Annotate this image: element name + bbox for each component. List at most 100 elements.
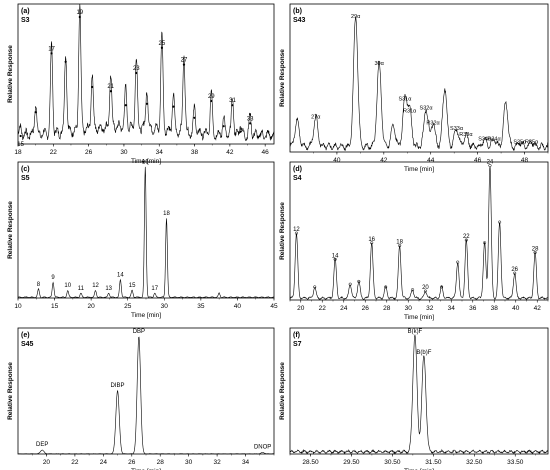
- peak-marker: [210, 99, 213, 103]
- panel-label: (d): [293, 166, 302, 173]
- peak-label: 27: [181, 58, 188, 64]
- peak-label: 33: [247, 116, 254, 122]
- x-tick-label: 20: [43, 459, 51, 466]
- peak-marker: [348, 282, 352, 286]
- peak-label: 29: [208, 94, 215, 100]
- peak-label: S32α: [420, 106, 434, 112]
- peak-label: B(b)F: [416, 350, 431, 356]
- peak-marker: [135, 71, 138, 75]
- y-axis-label: Relative Response: [279, 49, 286, 107]
- x-axis-label: Time [min]: [131, 158, 161, 165]
- peak-label: DNOP: [254, 445, 271, 451]
- peak-label: 14: [117, 272, 124, 278]
- x-tick-label: 33.50: [507, 459, 524, 466]
- peak-label: 28: [532, 246, 539, 252]
- x-axis-label: Time [min]: [404, 468, 434, 470]
- peak-label: 10: [64, 283, 71, 289]
- peak-label: 9: [51, 275, 55, 281]
- x-tick-label: 48: [521, 157, 529, 164]
- x-tick-label: 29.50: [343, 459, 360, 466]
- x-tick-label: 28: [383, 305, 391, 312]
- y-axis-label: Relative Response: [7, 45, 14, 103]
- peak-label: 8: [37, 282, 41, 288]
- peak-label: 12: [92, 283, 99, 289]
- x-tick-label: 32: [213, 459, 221, 466]
- plot-frame: [17, 3, 275, 145]
- x-tick-label: 22: [71, 459, 79, 466]
- y-axis-label: Relative Response: [279, 202, 286, 260]
- x-tick-label: 20: [88, 303, 96, 310]
- x-tick-label: 40: [234, 303, 242, 310]
- x-tick-label: 46: [262, 149, 270, 156]
- peak-label: S34α: [478, 137, 492, 143]
- x-tick-label: 30.50: [384, 459, 401, 466]
- panel-label: (c): [21, 166, 30, 173]
- peak-label: 26: [511, 267, 518, 273]
- peak-label: S31α: [398, 97, 412, 103]
- y-axis-label: Relative Response: [7, 201, 14, 259]
- x-tick-label: 30: [185, 459, 193, 466]
- peak-marker: [109, 90, 112, 93]
- plot-frame: [289, 327, 549, 455]
- peak-marker: [423, 289, 428, 293]
- x-tick-label: 45: [270, 303, 278, 310]
- peak-marker: [78, 15, 81, 19]
- peak-marker: [160, 46, 163, 49]
- peak-label: S35α: [513, 140, 527, 146]
- sample-label: S5: [21, 175, 30, 182]
- x-tick-label: 38: [191, 149, 199, 156]
- peak-marker: [182, 63, 186, 66]
- peak-label: 25: [159, 41, 166, 47]
- x-tick-label: 35: [197, 303, 205, 310]
- peak-marker: [34, 111, 37, 114]
- peak-label: 20: [422, 285, 429, 291]
- peak-marker: [440, 285, 444, 289]
- y-axis-label: Relative Response: [7, 362, 14, 420]
- chart-panel-c: 8 9 10 11 12 13 14 15 16 17 18 10 15 20 25 30 35 40 45 Time…: [7, 159, 278, 319]
- x-tick-label: 26: [362, 305, 370, 312]
- sample-label: S3: [21, 17, 30, 24]
- x-axis-label: Time [min]: [404, 314, 434, 321]
- peak-marker: [172, 105, 175, 108]
- peak-label: 16: [368, 237, 375, 243]
- sample-label: S4: [293, 175, 302, 182]
- x-tick-label: 30: [405, 305, 413, 312]
- x-tick-label: 24: [100, 459, 108, 466]
- peak-marker: [249, 122, 252, 125]
- peak-marker: [145, 102, 148, 105]
- peak-marker: [370, 241, 374, 245]
- peak-marker: [333, 257, 337, 261]
- x-tick-label: 22: [50, 149, 58, 156]
- x-tick-label: 42: [534, 305, 542, 312]
- peak-label: S33α: [450, 126, 464, 132]
- x-tick-label: 24: [340, 305, 348, 312]
- panel-label: (e): [21, 332, 30, 339]
- peak-marker: [193, 116, 196, 119]
- x-tick-label: 32: [426, 305, 434, 312]
- x-tick-label: 32.50: [466, 459, 483, 466]
- signal-trace: [17, 166, 275, 299]
- peak-marker: [498, 220, 502, 224]
- plot-frame: [289, 3, 549, 153]
- peak-marker: [222, 125, 225, 128]
- x-tick-label: 26: [128, 459, 136, 466]
- x-tick-label: 38: [491, 305, 499, 312]
- x-tick-label: 42: [380, 157, 388, 164]
- signal-trace: [17, 3, 275, 142]
- panel-label: (b): [293, 8, 302, 15]
- peak-marker: [384, 285, 388, 289]
- x-tick-label: 31.50: [425, 459, 442, 466]
- x-tick-label: 10: [14, 303, 22, 310]
- peak-label: 15: [129, 283, 136, 289]
- peak-marker: [483, 241, 487, 245]
- peak-label: 31: [229, 98, 236, 104]
- peak-label: DEP: [36, 442, 48, 448]
- x-tick-label: 30: [120, 149, 128, 156]
- y-axis-label: Relative Response: [279, 362, 286, 420]
- x-tick-label: 44: [427, 157, 435, 164]
- peak-label: 15: [17, 142, 24, 148]
- peak-label: 23: [133, 66, 140, 72]
- peak-label: 29α: [351, 14, 361, 20]
